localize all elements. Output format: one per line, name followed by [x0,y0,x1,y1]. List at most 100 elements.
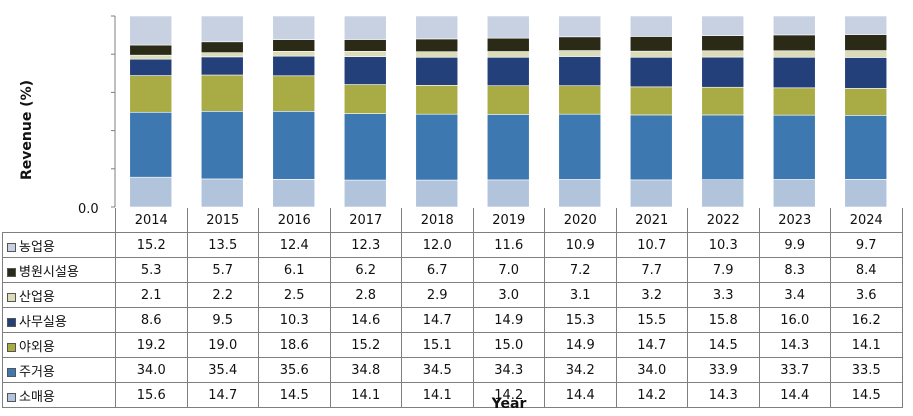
bar-segment [129,44,173,56]
bar-segment [343,56,387,85]
bar-segment [844,34,888,51]
bar-segment [772,87,816,116]
bar-segment [272,51,316,57]
bar-segment [129,58,173,76]
bar-segment [272,39,316,52]
bar-segment [200,15,244,43]
bar-segment [558,113,602,180]
data-label: 7.2 [544,257,617,283]
data-label: 8.6 [115,307,188,333]
bar-segment [272,179,316,208]
legend-swatch [7,367,16,377]
data-label: 14.3 [687,382,760,408]
data-label: 2.1 [115,282,188,308]
x-tick-label: 2021 [615,208,688,233]
data-label: 5.3 [115,257,188,283]
bar-segment [129,111,173,178]
data-label: 33.5 [830,357,903,383]
bar-segment [415,113,459,181]
data-label: 6.2 [329,257,402,283]
bar-segment [558,36,602,51]
bar-segment [272,55,316,77]
x-tick-label: 2014 [115,208,188,233]
bar-segment [129,75,173,113]
data-label: 14.3 [758,332,831,358]
x-tick-label: 2023 [758,208,831,233]
bar-segment [772,179,816,208]
data-label: 14.5 [830,382,903,408]
bar-segment [486,56,530,87]
bar-segment [200,56,244,76]
bar-segment [844,179,888,208]
bar-segment [486,85,530,115]
data-label: 33.7 [758,357,831,383]
bar-segment [415,51,459,58]
data-label: 9.5 [186,307,259,333]
data-label: 10.9 [544,232,617,258]
table-row: 주거용 34.0 35.4 35.6 34.8 34.5 34.3 34.2 34.0 33.9 3… [2,357,903,383]
table-row: 산업용 2.1 2.2 2.5 2.8 2.9 3.0 3.1 3.2 3.3 3.4 3.6 [2,282,903,308]
legend-label: 병원시설용 [19,264,79,280]
x-tick-label: 2019 [472,208,545,233]
bar-segment [558,50,602,57]
data-label: 34.5 [401,357,474,383]
data-label: 2.8 [329,282,402,308]
data-label: 35.6 [258,357,331,383]
bar-segment [629,15,673,37]
data-label: 7.0 [472,257,545,283]
bar-segment [844,57,888,89]
bar-segment [629,56,673,88]
bar-segment [844,115,888,180]
bar-segment [129,15,173,46]
bar-segment [486,37,530,52]
bar-segment [772,114,816,180]
data-label: 14.7 [615,332,688,358]
bar-segment [343,51,387,57]
data-label: 34.0 [615,357,688,383]
year-header-row: 2014 2015 2016 2017 2018 2019 2020 2021 2022 2023… [2,208,903,233]
data-label: 15.0 [472,332,545,358]
x-tick-label: 2024 [830,208,903,233]
legend-swatch [7,342,16,352]
data-label: 8.3 [758,257,831,283]
data-label: 14.4 [544,382,617,408]
bar-segment [558,179,602,208]
bar-segment [701,15,745,36]
bar-segment [844,15,888,35]
data-label: 15.8 [687,307,760,333]
bar-segment [558,85,602,115]
data-label: 16.2 [830,307,903,333]
bar-segment [200,41,244,53]
data-label: 15.2 [115,232,188,258]
data-label: 10.7 [615,232,688,258]
x-tick-label: 2015 [186,208,259,233]
legend-label: 사무실용 [19,314,67,330]
table-row: 소매용 15.6 14.7 14.5 14.1 14.1 14.2 14.4 14.2 14.3 1… [2,382,903,408]
data-label: 14.1 [329,382,402,408]
data-label: 5.7 [186,257,259,283]
data-label: 14.5 [687,332,760,358]
data-label: 3.3 [687,282,760,308]
data-label: 6.7 [401,257,474,283]
bar-segment [772,50,816,58]
table-row: 농업용 15.2 13.5 12.4 12.3 12.0 11.6 10.9 10.7 10.3 9… [2,232,903,258]
legend-label: 주거용 [19,364,55,380]
legend-swatch [7,292,16,302]
bar-segment [844,88,888,116]
bar-segment [415,15,459,40]
data-label: 7.7 [615,257,688,283]
data-label: 33.9 [687,357,760,383]
data-label: 19.2 [115,332,188,358]
bar-segment [558,56,602,87]
data-label: 3.1 [544,282,617,308]
table-row: 사무실용 8.6 9.5 10.3 14.6 14.7 14.9 15.3 15.5 15.8 16… [2,307,903,333]
data-label: 18.6 [258,332,331,358]
data-label: 10.3 [687,232,760,258]
table-row: 병원시설용 5.3 5.7 6.1 6.2 6.7 7.0 7.2 7.7 7.9 8.3 8.4 [2,257,903,283]
bar-segment [486,179,530,208]
bar-segment [629,36,673,52]
data-label: 9.9 [758,232,831,258]
data-label: 34.2 [544,357,617,383]
data-label: 6.1 [258,257,331,283]
